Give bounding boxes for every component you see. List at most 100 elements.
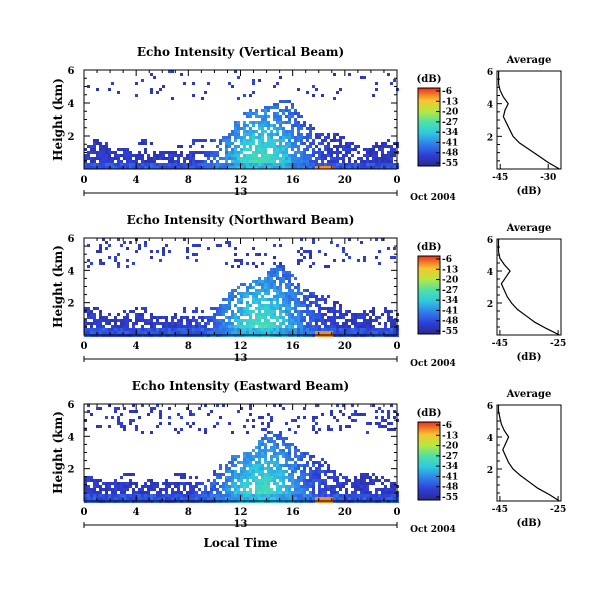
heatmap-cell xyxy=(105,148,108,151)
heatmap-cell xyxy=(270,139,273,142)
heatmap-cell xyxy=(183,494,186,497)
heatmap-cell xyxy=(111,163,114,166)
day-marker: 13 xyxy=(234,353,248,364)
profile-x-tick-label: -30 xyxy=(540,173,556,183)
heatmap-cell xyxy=(282,437,285,440)
heatmap-cell xyxy=(225,163,228,166)
heatmap-cell xyxy=(315,325,318,328)
heatmap-cell xyxy=(117,154,120,157)
heatmap-cell xyxy=(357,322,360,325)
heatmap-cell xyxy=(300,473,303,476)
heatmap-cell xyxy=(150,319,153,322)
heatmap-cell xyxy=(363,331,366,334)
heatmap-cell xyxy=(288,473,291,476)
heatmap-cell xyxy=(273,145,276,148)
heatmap-cell xyxy=(237,473,240,476)
heatmap-cell xyxy=(351,491,354,494)
heatmap-cell xyxy=(255,328,258,331)
heatmap-cell xyxy=(174,473,177,476)
heatmap-cell xyxy=(123,497,126,500)
heatmap xyxy=(84,238,399,337)
heatmap-cell xyxy=(141,494,144,497)
heatmap-cell xyxy=(243,148,246,151)
heatmap-cell xyxy=(204,404,207,407)
heatmap-cell xyxy=(87,331,90,334)
heatmap-cell xyxy=(312,325,315,328)
heatmap-cell xyxy=(180,416,183,419)
heatmap-cell xyxy=(246,325,249,328)
heatmap-cell xyxy=(288,455,291,458)
heatmap-cell xyxy=(99,262,102,265)
heatmap-cell xyxy=(294,488,297,491)
heatmap-cell xyxy=(252,473,255,476)
heatmap-cell xyxy=(288,157,291,160)
heatmap-cell xyxy=(240,148,243,151)
heatmap-cell xyxy=(300,163,303,166)
heatmap-cell xyxy=(123,154,126,157)
heatmap-cell xyxy=(177,494,180,497)
heatmap-cell xyxy=(228,292,231,295)
heatmap-cell xyxy=(273,106,276,109)
heatmap-cell xyxy=(186,250,189,253)
heatmap-cell xyxy=(333,488,336,491)
colorbar-tick-label: -48 xyxy=(442,483,458,493)
heatmap-cell xyxy=(123,488,126,491)
heatmap-cell xyxy=(168,70,171,73)
heatmap-cell xyxy=(129,410,132,413)
heatmap-cell xyxy=(363,325,366,328)
heatmap-cell xyxy=(282,112,285,115)
heatmap-cell xyxy=(273,148,276,151)
heatmap-cell xyxy=(231,148,234,151)
heatmap-cell xyxy=(273,274,276,277)
heatmap-cell xyxy=(318,313,321,316)
heatmap-cell xyxy=(126,316,129,319)
heatmap-cell xyxy=(381,145,384,148)
heatmap-cell xyxy=(327,160,330,163)
colorbar-tick-label: -6 xyxy=(442,421,452,431)
heatmap-cell xyxy=(234,163,237,166)
y-tick-label: 6 xyxy=(68,234,75,245)
heatmap-cell xyxy=(381,163,384,166)
heatmap-cell xyxy=(225,488,228,491)
x-tick-label: 0 xyxy=(81,507,88,518)
heatmap-cell xyxy=(183,485,186,488)
heatmap-cell xyxy=(237,124,240,127)
heatmap-cell xyxy=(171,151,174,154)
heatmap-cell xyxy=(234,491,237,494)
heatmap-cell xyxy=(303,455,306,458)
heatmap-cell xyxy=(276,148,279,151)
heatmap-cell xyxy=(261,139,264,142)
panel-3: Echo Intensity (Eastward Beam)0 4 8 12 16 20 0… xyxy=(51,379,566,550)
heatmap-cell xyxy=(375,238,378,241)
heatmap-cell xyxy=(111,160,114,163)
heatmap-cell xyxy=(324,482,327,485)
heatmap-cell xyxy=(111,157,114,160)
heatmap-cell xyxy=(264,446,267,449)
heatmap-cell xyxy=(99,160,102,163)
heatmap-cell xyxy=(261,130,264,133)
heatmap-cell xyxy=(246,157,249,160)
heatmap-cell xyxy=(219,476,222,479)
heatmap-cell xyxy=(258,289,261,292)
heatmap-cell xyxy=(252,455,255,458)
heatmap-cell xyxy=(267,328,270,331)
heatmap-cell xyxy=(318,298,321,301)
heatmap-cell xyxy=(252,292,255,295)
heatmap-cell xyxy=(282,145,285,148)
heatmap-cell xyxy=(312,473,315,476)
heatmap-cell xyxy=(366,331,369,334)
heatmap-cell xyxy=(372,325,375,328)
heatmap-cell xyxy=(249,121,252,124)
heatmap-cell xyxy=(189,482,192,485)
heatmap-cell xyxy=(234,497,237,500)
heatmap-cell xyxy=(153,328,156,331)
heatmap-cell xyxy=(192,151,195,154)
heatmap-cell xyxy=(276,274,279,277)
heatmap-cell xyxy=(321,328,324,331)
heatmap-cell xyxy=(336,479,339,482)
heatmap-cell xyxy=(93,307,96,310)
heatmap-cell xyxy=(204,322,207,325)
heatmap-cell xyxy=(303,488,306,491)
heatmap-cell xyxy=(291,133,294,136)
heatmap-cell xyxy=(186,319,189,322)
